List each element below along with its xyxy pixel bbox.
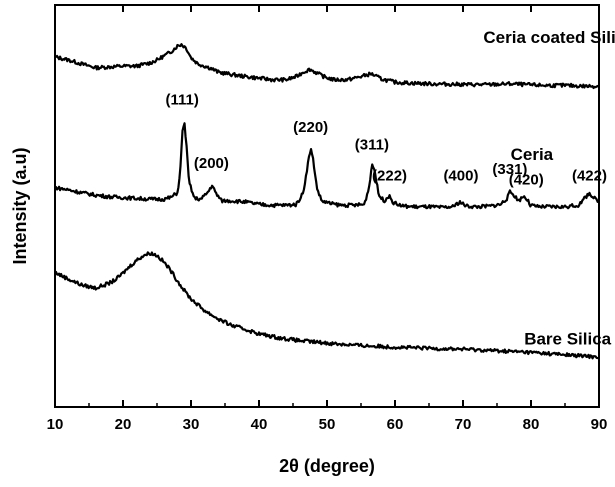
x-axis-title: 2θ (degree) [279, 456, 375, 476]
peak-label-111: (111) [165, 92, 198, 109]
x-tick-label-90: 90 [591, 416, 608, 433]
series-label-ceria: Ceria [511, 145, 554, 164]
y-axis-title: Intensity (a.u) [10, 147, 30, 264]
peak-label-331: (331) [492, 161, 527, 178]
peak-label-311: (311) [355, 137, 389, 154]
series-label-bare-silica: Bare Silica [524, 330, 611, 349]
text-layer: 10 20 30 40 50 60 70 80 90 2θ (degree) Intensity (… [10, 28, 615, 476]
x-tick-label-10: 10 [47, 416, 64, 433]
peak-label-222: (222) [372, 167, 407, 184]
peak-label-220: (220) [293, 119, 328, 136]
series-layer [54, 43, 600, 360]
x-tick-label-70: 70 [455, 416, 472, 433]
axes-layer [54, 4, 600, 408]
series-line-ceria [54, 122, 600, 210]
x-tick-label-20: 20 [115, 416, 132, 433]
x-tick-label-30: 30 [183, 416, 200, 433]
series-line-bare-silica [54, 251, 599, 360]
peak-label-422: (422) [572, 167, 607, 184]
series-label-ceria-coated-silica: Ceria coated Silica [483, 28, 615, 47]
x-tick-label-40: 40 [251, 416, 268, 433]
series-line-ceria-coated-silica [54, 43, 600, 90]
peak-label-400: (400) [443, 167, 478, 184]
peak-label-200: (200) [194, 155, 229, 172]
x-tick-label-80: 80 [523, 416, 540, 433]
x-tick-label-60: 60 [387, 416, 404, 433]
peak-label-420: (420) [509, 171, 544, 188]
x-tick-label-50: 50 [319, 416, 336, 433]
